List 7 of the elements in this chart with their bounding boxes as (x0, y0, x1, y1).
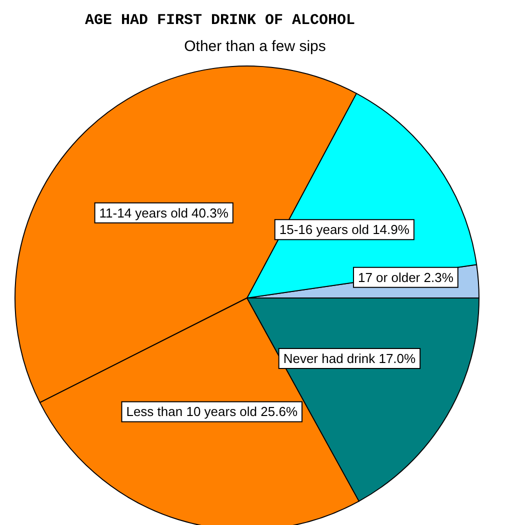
slice-label: Never had drink 17.0% (283, 351, 416, 366)
slice-label: 17 or older 2.3% (358, 270, 454, 285)
slice-label: 15-16 years old 14.9% (279, 222, 410, 238)
slice-label: 11-14 years old 40.3% (99, 205, 229, 220)
slice-label: Less than 10 years old 25.6% (126, 404, 298, 420)
chart-title: AGE HAD FIRST DRINK OF ALCOHOL (84, 12, 356, 29)
chart-subtitle: Other than a few sips (184, 38, 326, 55)
